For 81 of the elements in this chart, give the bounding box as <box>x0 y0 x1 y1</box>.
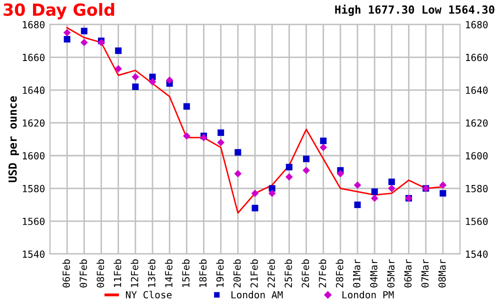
point <box>149 74 156 80</box>
x-tick-label: 19Feb <box>216 259 224 287</box>
x-tick-label: 14Feb <box>164 259 172 287</box>
point <box>268 190 276 197</box>
y2-tick-label: 1680 <box>466 20 488 28</box>
x-tick-label: 21Feb <box>250 259 258 288</box>
x-tick-label: 12Feb <box>130 259 138 287</box>
legend-label: NY Close <box>126 290 172 298</box>
point <box>336 170 344 178</box>
x-tick-label: 08Feb <box>96 259 104 288</box>
y-tick-label: 1600 <box>22 152 45 160</box>
point <box>251 190 259 197</box>
y-tick-label: 1660 <box>22 54 45 62</box>
point <box>388 178 395 186</box>
point <box>114 65 122 72</box>
x-tick-label: 08Mar <box>438 259 446 288</box>
y2-tick-label: 1600 <box>466 152 488 160</box>
point <box>64 36 70 42</box>
x-tick-label: 28Feb <box>336 259 344 288</box>
point <box>217 138 225 146</box>
chart-title: 30 Day Gold <box>4 3 114 20</box>
x-tick-label: 15Feb <box>182 259 190 287</box>
point <box>440 190 446 197</box>
point <box>268 185 276 192</box>
point <box>234 149 242 156</box>
y-tick-label: 1540 <box>22 250 45 258</box>
point <box>320 138 327 144</box>
x-tick-label: 18Feb <box>199 259 207 287</box>
point <box>354 181 362 189</box>
point <box>252 204 258 212</box>
y-tick-label: 1680 <box>22 20 45 28</box>
y-axis-title: USD per ounce <box>8 96 19 182</box>
point <box>439 181 447 189</box>
y2-tick-label: 1660 <box>466 54 488 62</box>
point <box>63 29 71 36</box>
y-tick-label: 1580 <box>22 184 45 192</box>
point <box>183 103 190 110</box>
x-tick-label: 07Feb <box>79 259 88 288</box>
point <box>80 38 88 46</box>
x-tick-label: 25Feb <box>284 259 292 288</box>
point <box>166 76 174 84</box>
point <box>302 156 310 162</box>
point <box>302 166 310 174</box>
point <box>80 28 88 34</box>
point <box>234 170 242 178</box>
x-tick-label: 27Feb <box>318 259 326 288</box>
point <box>354 202 361 208</box>
x-tick-label: 05Mar <box>387 259 395 288</box>
point <box>371 188 378 195</box>
point <box>115 47 122 54</box>
point <box>320 144 328 152</box>
y2-tick-label: 1560 <box>466 218 488 226</box>
y2-tick-label: 1620 <box>466 119 488 127</box>
y2-tick-label: 1580 <box>466 184 488 192</box>
chart-subtitle: High 1677.30 Low 1564.30 <box>335 4 494 16</box>
x-tick-label: 06Feb <box>62 259 70 288</box>
point <box>218 129 224 136</box>
point <box>148 78 156 86</box>
point <box>132 73 140 81</box>
point <box>132 84 139 90</box>
x-tick-label: 11Feb <box>114 259 122 287</box>
x-tick-label: 06Mar <box>404 259 412 288</box>
x-tick-label: 07Mar <box>421 259 429 288</box>
x-tick-label: 04Mar <box>370 259 378 288</box>
y-tick-label: 1620 <box>22 119 45 127</box>
x-tick-label: 22Feb <box>267 259 275 288</box>
point <box>370 194 378 202</box>
point <box>182 132 190 140</box>
point <box>286 164 292 170</box>
point <box>388 184 396 192</box>
y2-tick-label: 1540 <box>466 250 488 258</box>
x-tick-label: 13Feb <box>148 259 156 287</box>
y2-tick-label: 1640 <box>466 86 488 94</box>
x-tick-label: 01Mar <box>352 259 360 288</box>
y-tick-label: 1640 <box>22 86 45 94</box>
x-tick-label: 20Feb <box>233 259 241 288</box>
legend-label: London PM <box>342 290 394 298</box>
point <box>285 173 293 181</box>
legend-label: London AM <box>231 290 283 298</box>
y-tick-label: 1560 <box>22 218 45 226</box>
x-tick-label: 26Feb <box>302 259 310 288</box>
